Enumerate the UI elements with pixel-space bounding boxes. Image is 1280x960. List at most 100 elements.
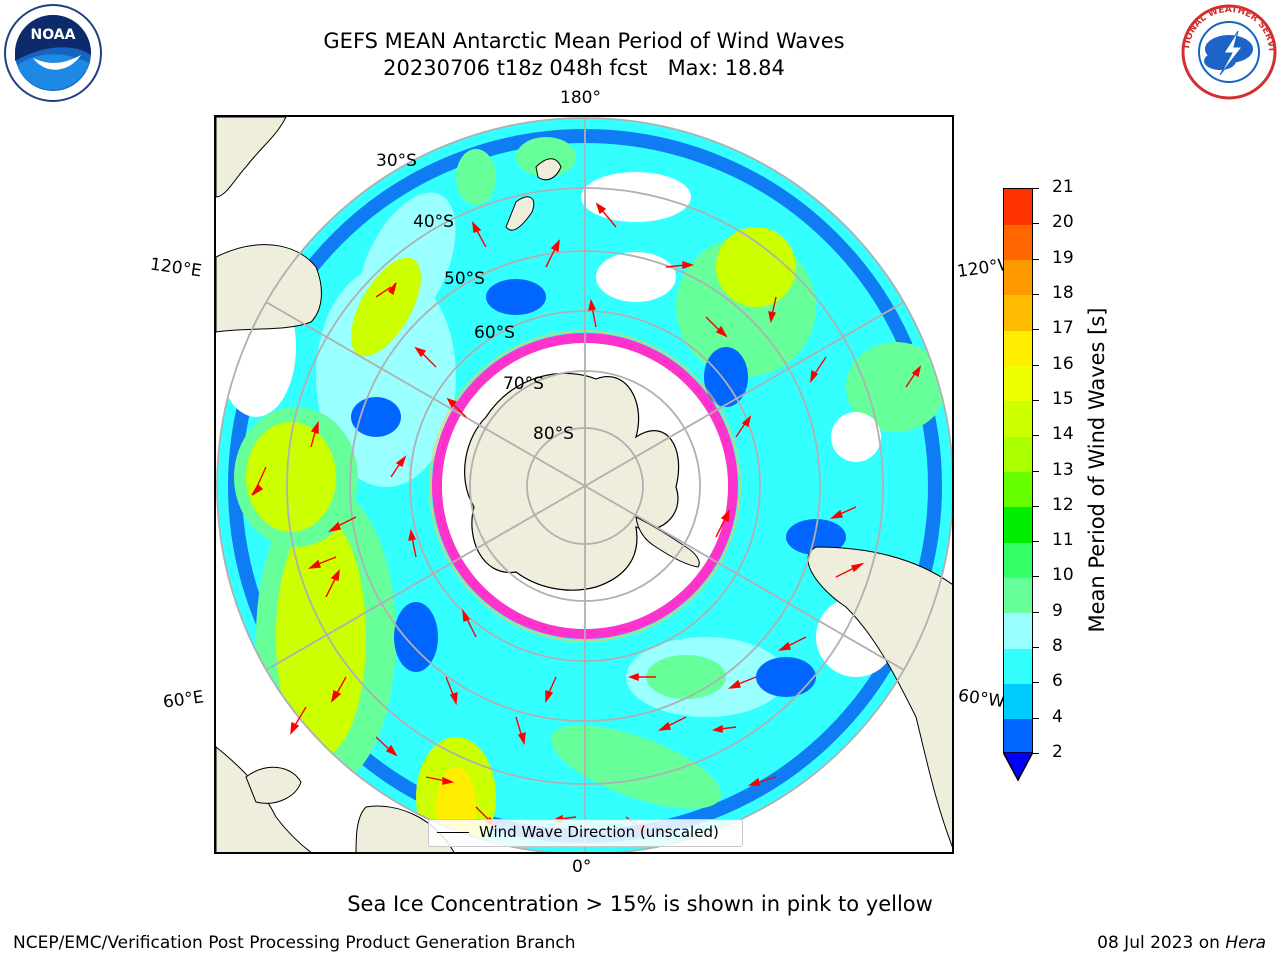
colorbar-tick-label: 11 bbox=[1052, 530, 1074, 551]
arrow bbox=[705, 316, 728, 338]
colorbar-segment bbox=[1004, 683, 1032, 720]
colorbar-tick-label: 14 bbox=[1052, 424, 1074, 445]
arrow bbox=[375, 282, 397, 298]
arrow bbox=[665, 261, 695, 269]
colorbar-segment bbox=[1004, 648, 1032, 684]
colorbar-segment bbox=[1004, 577, 1032, 614]
arrow bbox=[462, 608, 477, 638]
colorbar-tick-label: 17 bbox=[1052, 318, 1074, 339]
arrow bbox=[829, 506, 857, 519]
colorbar-label: Mean Period of Wind Waves [s] bbox=[1085, 307, 1109, 633]
nws-logo: NATIONAL WEATHER SERVICE bbox=[1180, 3, 1277, 100]
arrow bbox=[325, 569, 340, 598]
arrow bbox=[327, 516, 357, 533]
colorbar-segment bbox=[1004, 718, 1032, 755]
arrow bbox=[768, 296, 777, 324]
lon-label-60w: 60°W bbox=[956, 685, 1007, 713]
colorbar-segment bbox=[1004, 471, 1032, 508]
arrow bbox=[290, 706, 307, 735]
colorbar-segment bbox=[1004, 330, 1032, 367]
map-legend: Wind Wave Direction (unscaled) bbox=[428, 819, 743, 847]
footer-date-text: 08 Jul 2023 on bbox=[1097, 933, 1226, 953]
arrow bbox=[375, 736, 398, 757]
lat-label-60s: 60°S bbox=[474, 323, 515, 343]
arrow bbox=[777, 636, 807, 651]
arrow bbox=[515, 716, 526, 746]
arrow bbox=[747, 776, 777, 786]
polar-map bbox=[216, 117, 952, 852]
colorbar-segment bbox=[1004, 400, 1032, 437]
lon-label-60e: 60°E bbox=[161, 687, 206, 713]
colorbar-tick-mark bbox=[1033, 647, 1039, 649]
arrow bbox=[425, 776, 455, 785]
colorbar-tick-label: 10 bbox=[1052, 565, 1074, 586]
arrow bbox=[905, 365, 922, 388]
colorbar-tick-mark bbox=[1033, 717, 1039, 719]
colorbar-tick-mark bbox=[1033, 329, 1039, 331]
colorbar-tick-mark bbox=[1033, 188, 1039, 189]
arrow bbox=[735, 415, 752, 438]
colorbar-segment bbox=[1004, 436, 1032, 472]
arrow bbox=[545, 676, 557, 704]
colorbar bbox=[1003, 188, 1033, 755]
colorbar-tick-mark bbox=[1033, 505, 1039, 507]
lat-label-70s: 70°S bbox=[503, 374, 544, 394]
colorbar-tick-mark bbox=[1033, 258, 1039, 260]
noaa-logo-text: NOAA bbox=[31, 27, 76, 43]
colorbar-tick-mark bbox=[1033, 541, 1039, 543]
arrow bbox=[835, 562, 865, 578]
legend-line-swatch bbox=[437, 832, 469, 833]
arrow bbox=[711, 724, 737, 733]
arrow bbox=[715, 509, 730, 538]
lat-label-40s: 40°S bbox=[413, 212, 454, 232]
arrow bbox=[408, 528, 417, 558]
arrow bbox=[446, 397, 467, 418]
arrow bbox=[472, 221, 487, 248]
lat-label-30s: 30°S bbox=[376, 151, 417, 171]
colorbar-segment bbox=[1004, 259, 1032, 296]
colorbar-tick-label: 2 bbox=[1052, 742, 1063, 762]
colorbar-tick-mark bbox=[1033, 576, 1039, 578]
colorbar-tick-label: 9 bbox=[1052, 600, 1063, 621]
legend-label: Wind Wave Direction (unscaled) bbox=[479, 823, 719, 841]
colorbar-tick-mark bbox=[1033, 682, 1039, 684]
colorbar-tick-label: 20 bbox=[1052, 212, 1074, 233]
lat-label-50s: 50°S bbox=[444, 269, 485, 289]
colorbar-tick-label: 18 bbox=[1052, 282, 1074, 303]
colorbar-segment bbox=[1004, 294, 1032, 331]
colorbar-tick-label: 16 bbox=[1052, 353, 1074, 374]
colorbar-segment bbox=[1004, 224, 1032, 261]
colorbar-segment bbox=[1004, 542, 1032, 578]
colorbar-tick-mark bbox=[1033, 470, 1039, 472]
colorbar-segment bbox=[1004, 365, 1032, 402]
colorbar-tick-label: 4 bbox=[1052, 706, 1063, 727]
colorbar-tick-label: 12 bbox=[1052, 494, 1074, 515]
colorbar-segment bbox=[1004, 612, 1032, 649]
colorbar-tick-mark bbox=[1033, 611, 1039, 613]
lon-label-180: 180° bbox=[560, 88, 601, 108]
sea-ice-note: Sea Ice Concentration > 15% is shown in … bbox=[347, 892, 933, 916]
arrow bbox=[414, 346, 437, 368]
arrow bbox=[595, 202, 617, 228]
colorbar-tick-label: 13 bbox=[1052, 459, 1074, 480]
arrow bbox=[251, 466, 267, 496]
map-frame bbox=[214, 115, 954, 854]
chart-subtitle: 20230706 t18z 048h fcst Max: 18.84 bbox=[383, 56, 785, 80]
colorbar-tick-label: 8 bbox=[1052, 636, 1063, 657]
chart-title: GEFS MEAN Antarctic Mean Period of Wind … bbox=[323, 29, 845, 53]
lon-label-120e: 120°E bbox=[148, 254, 203, 282]
colorbar-tick-label: 19 bbox=[1052, 247, 1074, 268]
arrow bbox=[628, 672, 656, 682]
arrow bbox=[588, 298, 597, 328]
graticule bbox=[216, 117, 952, 852]
colorbar-tick-label: 21 bbox=[1052, 177, 1074, 197]
arrow bbox=[310, 420, 319, 448]
colorbar-tick-mark bbox=[1033, 753, 1039, 754]
noaa-logo: NOAA bbox=[4, 4, 102, 102]
colorbar-tick-mark bbox=[1033, 293, 1039, 295]
arrow bbox=[810, 356, 827, 384]
colorbar-tick-mark bbox=[1033, 223, 1039, 225]
arrow bbox=[330, 676, 347, 703]
colorbar-segment bbox=[1004, 189, 1032, 225]
colorbar-tick-label: 15 bbox=[1052, 388, 1074, 409]
